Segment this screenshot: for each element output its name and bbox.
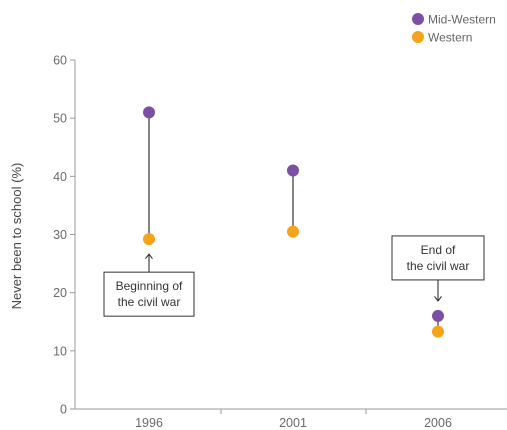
y-tick-label: 40 [53, 170, 67, 184]
arrowhead [145, 253, 153, 259]
annotation-box [391, 235, 485, 281]
annotations: Beginning of the civil war End of the civil… [103, 235, 485, 317]
point-western-2006 [432, 325, 444, 338]
points [143, 106, 444, 338]
y-tick-label: 10 [53, 344, 67, 358]
y-axis-label: Never been to school (%) [9, 163, 24, 310]
y-tick-label: 50 [53, 112, 67, 126]
annotation-text: End of [421, 243, 456, 257]
x-axis: 1996 2001 2006 [75, 408, 507, 430]
x-tick-label: 2001 [279, 416, 307, 430]
x-tick-label: 1996 [135, 416, 163, 430]
x-tick-label: 2006 [424, 416, 452, 430]
y-tick-label: 0 [60, 403, 67, 417]
legend-marker-mid-western [412, 13, 424, 25]
arrowhead [434, 296, 442, 302]
point-mid-western-2001 [287, 164, 299, 177]
point-mid-western-1996 [143, 106, 155, 119]
y-tick-label: 60 [53, 54, 67, 68]
y-tick-label: 30 [53, 228, 67, 242]
annotation-1: Beginning of the civil war [103, 253, 195, 317]
annotation-text: Beginning of [116, 279, 183, 293]
annotation-2: End of the civil war [391, 235, 485, 302]
legend: Mid-Western Western [412, 13, 496, 45]
y-axis: 0 10 20 30 40 50 60 [53, 54, 76, 417]
point-western-2001 [287, 225, 299, 238]
point-mid-western-2006 [432, 309, 444, 322]
annotation-text: the civil war [118, 295, 181, 309]
legend-marker-western [412, 31, 424, 43]
point-western-1996 [143, 233, 155, 246]
annotation-box [103, 271, 195, 317]
legend-label: Western [428, 31, 472, 45]
y-tick-label: 20 [53, 286, 67, 300]
legend-label: Mid-Western [428, 13, 496, 27]
annotation-text: the civil war [407, 259, 470, 273]
